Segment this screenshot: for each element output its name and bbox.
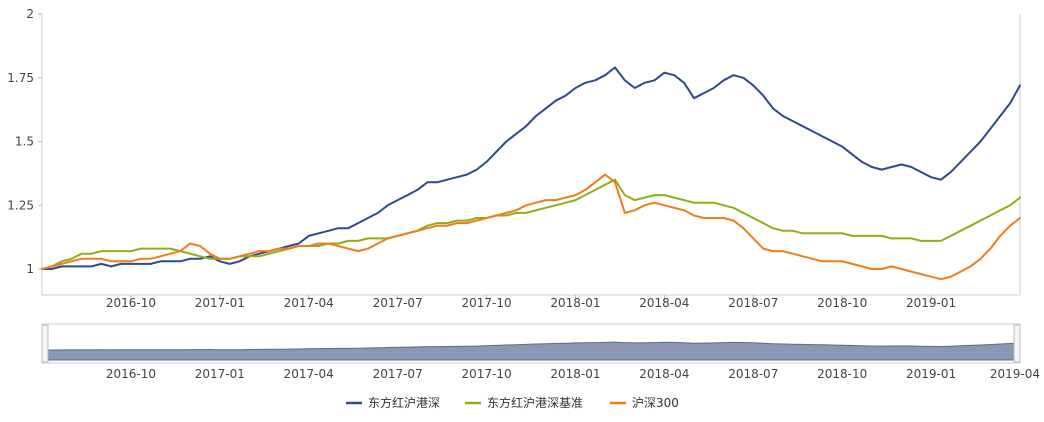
legend-item-2[interactable]: 东方红沪港深基准	[465, 395, 583, 410]
x-tick-label: 2017-10	[461, 296, 511, 310]
legend-item-1[interactable]: 东方红沪港深	[346, 395, 440, 410]
series-line-3[interactable]	[41, 173, 1021, 281]
navigator-tick-label: 2017-01	[195, 367, 245, 381]
navigator-right-handle[interactable]	[1013, 324, 1021, 363]
x-tick-label: 2017-04	[284, 296, 334, 310]
x-tick-label: 2018-01	[550, 296, 600, 310]
y-tick-label: 1.25	[7, 198, 34, 212]
navigator-tick-label: 2018-10	[817, 367, 867, 381]
chart-legend[interactable]: 东方红沪港深 东方红沪港深基准 沪深300	[346, 395, 679, 410]
legend-item-3[interactable]: 沪深300	[610, 396, 679, 410]
x-tick-label: 2016-10	[106, 296, 156, 310]
navigator-left-handle[interactable]	[41, 324, 49, 363]
x-tick-label: 2019-01	[906, 296, 956, 310]
x-tick-label: 2017-01	[195, 296, 245, 310]
navigator-tick-label: 2018-01	[550, 367, 600, 381]
y-tick-label: 1	[26, 262, 34, 276]
navigator-tick-label: 2017-04	[284, 367, 334, 381]
y-tick-label: 2	[26, 7, 34, 21]
navigator-tick-label: 2017-10	[461, 367, 511, 381]
navigator-tick-label: 2017-07	[373, 367, 423, 381]
navigator-tick-label: 2016-10	[106, 367, 156, 381]
legend-label: 沪深300	[632, 396, 679, 410]
y-tick-label: 1.5	[15, 135, 34, 149]
plot-axes: 1 1.25 1.5 1.75 2 2016-10 2017-01 2017-04 2017-0…	[7, 7, 1021, 310]
navigator-tick-label: 2019-01	[906, 367, 956, 381]
series-line-1[interactable]	[41, 66, 1021, 270]
range-navigator[interactable]: 2016-10 2017-01 2017-04 2017-07 2017-10 2018-…	[41, 323, 1040, 381]
legend-label: 东方红沪港深基准	[487, 395, 583, 410]
legend-label: 东方红沪港深	[368, 395, 440, 410]
plot-lines[interactable]	[41, 66, 1021, 281]
x-tick-label: 2017-07	[373, 296, 423, 310]
y-tick-label: 1.75	[7, 71, 34, 85]
navigator-series-area	[41, 341, 1021, 361]
series-line-2[interactable]	[41, 178, 1021, 270]
navigator-tick-label: 2018-04	[639, 367, 689, 381]
navigator-tick-label: 2018-07	[728, 367, 778, 381]
x-tick-label: 2018-07	[728, 296, 778, 310]
x-tick-label: 2018-04	[639, 296, 689, 310]
x-tick-label: 2018-10	[817, 296, 867, 310]
navigator-tick-label: 2019-04	[990, 367, 1040, 381]
